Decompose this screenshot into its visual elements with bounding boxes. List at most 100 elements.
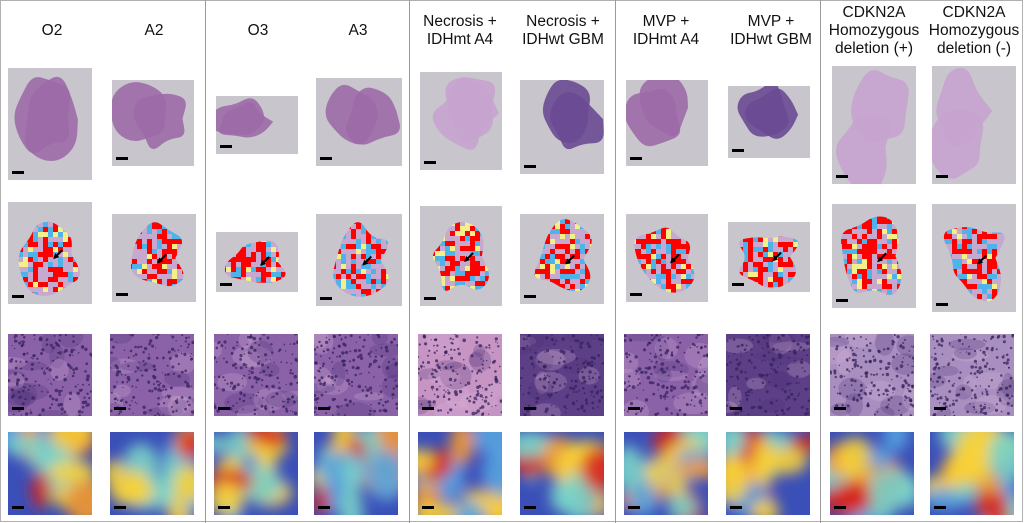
scale-bar-icon <box>320 297 332 300</box>
attention-map-overlay <box>112 214 196 302</box>
scale-bar-icon <box>936 175 948 178</box>
black-arrow-icon <box>670 253 680 264</box>
column-label-cdkn2a-negative: CDKN2A Homozygous deletion (-) <box>928 4 1020 57</box>
histology-patch <box>418 334 502 416</box>
column-label-cdkn2a-positive: CDKN2A Homozygous deletion (+) <box>828 4 920 57</box>
histology-patch <box>214 334 298 416</box>
patch-heatmap <box>8 432 92 515</box>
scale-bar-icon <box>836 299 848 302</box>
scale-bar-icon <box>524 295 536 298</box>
attention-map-overlay <box>728 222 810 292</box>
column-label-mvp-idhmt-a4: MVP + IDHmt A4 <box>632 13 700 48</box>
group-divider <box>409 0 410 523</box>
scale-bar-icon <box>934 506 946 509</box>
scale-bar-icon <box>116 157 128 160</box>
scale-bar-icon <box>318 407 330 410</box>
scale-bar-icon <box>628 506 640 509</box>
histology-patch <box>8 334 92 416</box>
histology-patch <box>830 334 914 416</box>
scale-bar-icon <box>836 175 848 178</box>
column-label-a2: A2 <box>144 22 164 39</box>
scale-bar-icon <box>834 407 846 410</box>
scale-bar-icon <box>320 157 332 160</box>
scale-bar-icon <box>524 506 536 509</box>
patch-heatmap <box>110 432 194 515</box>
scale-bar-icon <box>934 407 946 410</box>
scale-bar-icon <box>12 295 24 298</box>
attention-map-overlay <box>832 204 916 308</box>
group-divider <box>615 0 616 523</box>
scale-bar-icon <box>834 506 846 509</box>
patch-heatmap <box>830 432 914 515</box>
histology-patch <box>726 334 810 416</box>
scale-bar-icon <box>524 407 536 410</box>
group-divider <box>205 0 206 523</box>
scale-bar-icon <box>936 303 948 306</box>
column-label-o3: O3 <box>247 22 269 39</box>
scale-bar-icon <box>218 407 230 410</box>
scale-bar-icon <box>422 506 434 509</box>
histology-patch <box>520 334 604 416</box>
black-arrow-icon <box>772 251 782 262</box>
scale-bar-icon <box>424 297 436 300</box>
black-arrow-icon <box>977 254 987 265</box>
scale-bar-icon <box>12 506 24 509</box>
scale-bar-icon <box>114 506 126 509</box>
whole-slide-thumbnail <box>728 86 810 158</box>
histology-patch <box>314 334 398 416</box>
patch-heatmap <box>930 432 1014 515</box>
whole-slide-thumbnail <box>932 66 1016 184</box>
whole-slide-thumbnail <box>520 80 604 174</box>
whole-slide-thumbnail <box>8 68 92 180</box>
scale-bar-icon <box>318 506 330 509</box>
whole-slide-thumbnail <box>216 96 298 154</box>
histology-patch <box>930 334 1014 416</box>
scale-bar-icon <box>220 283 232 286</box>
attention-map-overlay <box>216 232 298 292</box>
patch-heatmap <box>314 432 398 515</box>
group-divider <box>820 0 821 523</box>
black-arrow-icon <box>260 256 270 266</box>
scale-bar-icon <box>732 283 744 286</box>
attention-map-overlay <box>626 214 708 302</box>
attention-map-overlay <box>932 204 1016 312</box>
scale-bar-icon <box>630 157 642 160</box>
histology-patch <box>624 334 708 416</box>
attention-map-overlay <box>316 214 402 306</box>
scale-bar-icon <box>730 506 742 509</box>
column-label-necrosis-idhwt-gbm: Necrosis + IDHwt GBM <box>522 13 604 48</box>
attention-map-overlay <box>8 202 92 304</box>
whole-slide-thumbnail <box>316 78 402 166</box>
scale-bar-icon <box>114 407 126 410</box>
attention-map-overlay <box>420 206 502 306</box>
scale-bar-icon <box>524 165 536 168</box>
column-label-mvp-idhwt-gbm: MVP + IDHwt GBM <box>730 13 812 48</box>
black-arrow-icon <box>464 252 474 262</box>
black-arrow-icon <box>53 249 63 260</box>
scale-bar-icon <box>220 145 232 148</box>
scale-bar-icon <box>424 161 436 164</box>
scale-bar-icon <box>630 293 642 296</box>
scale-bar-icon <box>628 407 640 410</box>
patch-heatmap <box>726 432 810 515</box>
scale-bar-icon <box>12 407 24 410</box>
black-arrow-icon <box>877 252 887 263</box>
whole-slide-thumbnail <box>420 72 502 170</box>
black-arrow-icon <box>565 254 575 265</box>
scale-bar-icon <box>422 407 434 410</box>
column-label-o2: O2 <box>41 22 63 39</box>
scale-bar-icon <box>732 149 744 152</box>
patch-heatmap <box>418 432 502 515</box>
patch-heatmap <box>520 432 604 515</box>
scale-bar-icon <box>116 293 128 296</box>
black-arrow-icon <box>157 253 167 264</box>
patch-heatmap <box>214 432 298 515</box>
black-arrow-icon <box>362 255 373 266</box>
whole-slide-thumbnail <box>112 80 194 166</box>
patch-heatmap <box>624 432 708 515</box>
whole-slide-thumbnail <box>626 80 708 166</box>
attention-map-overlay <box>520 214 604 304</box>
scale-bar-icon <box>12 171 24 174</box>
histology-patch <box>110 334 194 416</box>
